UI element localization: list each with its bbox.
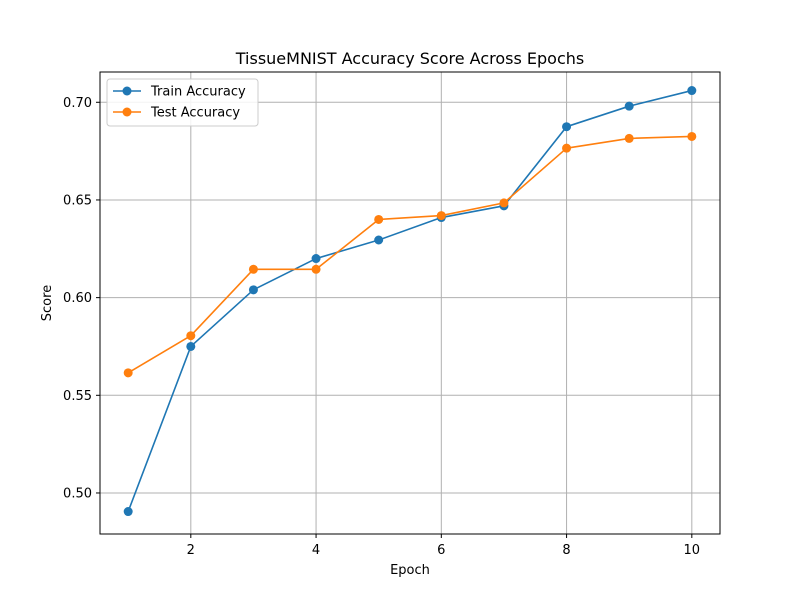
test-accuracy-point xyxy=(436,211,446,221)
series-test-accuracy xyxy=(123,131,697,378)
test-accuracy-point xyxy=(687,131,697,141)
legend-marker xyxy=(122,107,132,117)
test-accuracy-point xyxy=(562,143,572,153)
x-tick-label: 8 xyxy=(562,543,570,558)
legend-label: Test Accuracy xyxy=(150,106,240,121)
legend-marker xyxy=(122,86,132,96)
train-accuracy-point xyxy=(311,254,321,264)
train-accuracy-point xyxy=(123,507,133,517)
x-tick-label: 2 xyxy=(187,543,195,558)
x-tick-label: 6 xyxy=(437,543,445,558)
test-accuracy-point xyxy=(374,214,384,224)
y-axis-label: Score xyxy=(40,285,55,321)
y-tick-label: 0.65 xyxy=(63,193,92,208)
test-accuracy-point xyxy=(499,198,509,208)
legend: Train Accuracy Test Accuracy xyxy=(106,78,259,127)
x-axis-label: Epoch xyxy=(390,563,430,578)
test-accuracy-point xyxy=(248,264,258,274)
test-accuracy-line xyxy=(127,135,692,374)
legend-box xyxy=(106,78,259,127)
grid-layer xyxy=(100,72,720,534)
y-tick-label: 0.60 xyxy=(63,291,92,306)
legend-item-test-accuracy: Test Accuracy xyxy=(113,106,240,121)
x-tick-label: 4 xyxy=(312,543,320,558)
legend-item-train-accuracy: Train Accuracy xyxy=(113,85,246,100)
series-layer xyxy=(123,86,697,517)
test-accuracy-point xyxy=(186,331,196,341)
train-accuracy-point xyxy=(624,101,634,111)
ticks-layer: 2 4 6 8 10 0.50 0.55 0.60 0.65 0.70 xyxy=(63,96,700,558)
legend-label: Train Accuracy xyxy=(150,85,246,100)
test-accuracy-point xyxy=(624,133,634,143)
y-tick-label: 0.55 xyxy=(63,389,92,404)
x-tick-label: 10 xyxy=(684,543,701,558)
plot-frame xyxy=(99,71,721,535)
train-accuracy-point xyxy=(248,285,258,295)
train-accuracy-point xyxy=(186,341,196,351)
test-accuracy-point xyxy=(311,264,321,274)
train-accuracy-point xyxy=(374,235,384,245)
train-accuracy-line xyxy=(127,89,693,512)
y-tick-label: 0.50 xyxy=(63,486,92,501)
chart-title: TissueMNIST Accuracy Score Across Epochs xyxy=(235,49,584,68)
train-accuracy-point xyxy=(687,86,697,96)
test-accuracy-point xyxy=(123,368,133,378)
y-tick-label: 0.70 xyxy=(63,96,92,111)
train-accuracy-point xyxy=(562,122,572,132)
